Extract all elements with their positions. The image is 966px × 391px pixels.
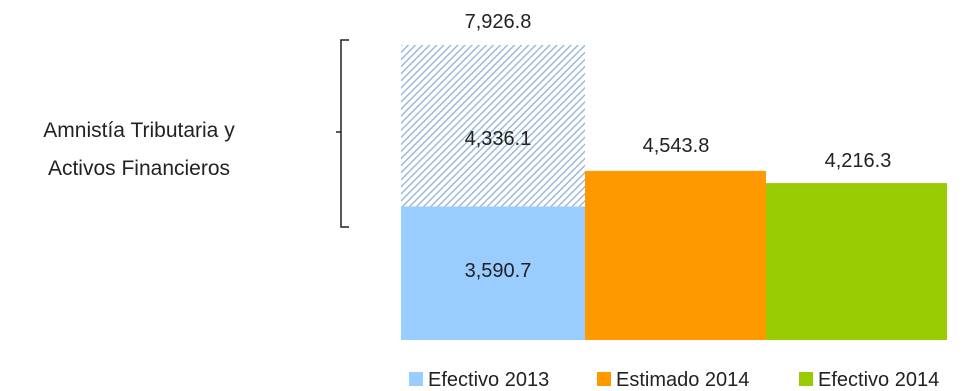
legend-label-estimado-2014: Estimado 2014 xyxy=(616,369,749,391)
legend: Efectivo 2013 Estimado 2014 Efectivo 201… xyxy=(409,369,939,391)
data-label-efectivo-2014: 4,216.3 xyxy=(825,150,892,172)
data-label-base-2013: 3,590.7 xyxy=(465,260,532,282)
data-label-estimado-2014: 4,543.8 xyxy=(643,135,710,157)
legend-label-efectivo-2014: Efectivo 2014 xyxy=(818,369,939,391)
bar-efectivo-2014 xyxy=(766,183,947,340)
legend-swatch-efectivo-2014 xyxy=(799,372,813,386)
legend-swatch-estimado-2014 xyxy=(597,372,611,386)
bracket-label-line-1: Amnistía Tributaria y xyxy=(43,119,235,142)
legend-swatch-efectivo-2013 xyxy=(409,372,423,386)
bracket xyxy=(336,39,349,228)
bar-estimado-2014 xyxy=(585,170,766,340)
bracket-label-line-2: Activos Financieros xyxy=(48,157,230,180)
bar-efectivo-2013-amnistia xyxy=(401,45,585,207)
bar-efectivo-2013-base xyxy=(401,206,585,340)
legend-label-efectivo-2013: Efectivo 2013 xyxy=(428,369,549,391)
data-label-amnistia: 4,336.1 xyxy=(465,128,532,150)
data-label-total-2013: 7,926.8 xyxy=(465,11,532,33)
